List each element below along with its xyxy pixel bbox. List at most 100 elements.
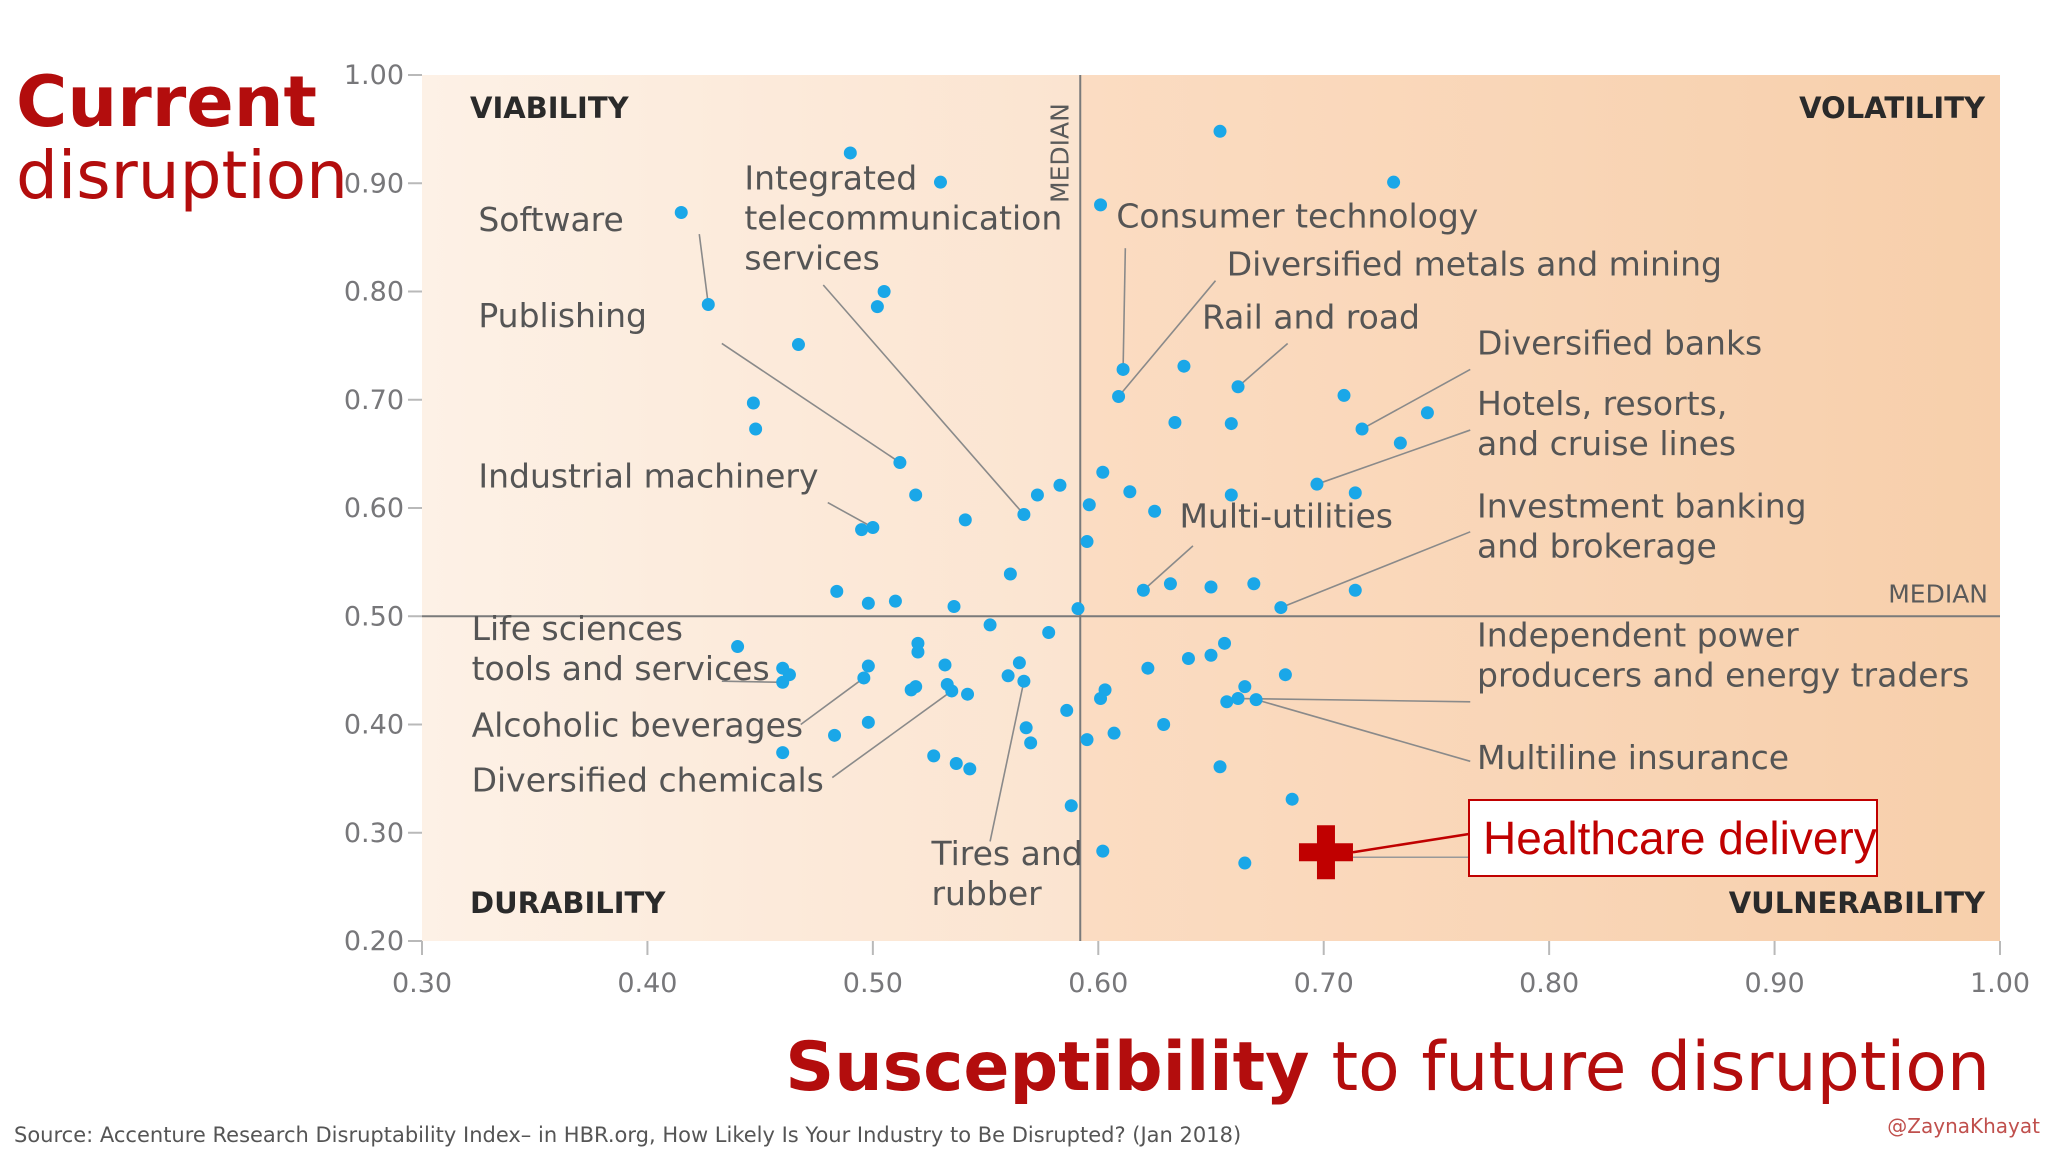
highlight-label-box [1468,799,1878,877]
data-point [1112,390,1126,404]
industry-label-line: Multi-utilities [1179,496,1393,535]
industry-label: Diversified chemicals [472,761,824,800]
data-point [1181,651,1195,665]
industry-label-line: Independent power [1477,616,1799,655]
industry-label: Multiline insurance [1477,738,1789,777]
x-tick-label: 1.00 [1970,968,2030,999]
data-point [927,749,941,763]
data-point [1238,856,1252,870]
data-point [1310,477,1324,491]
data-point [1285,792,1299,806]
industry-label: Tires and rubber [930,834,1082,913]
data-point [1012,656,1026,670]
data-point [1420,406,1434,420]
data-point [1213,124,1227,138]
data-point [1096,844,1110,858]
x-tick-label: 0.80 [1519,968,1579,999]
data-point [1213,760,1227,774]
x-tick-label: 0.30 [392,968,452,999]
data-point [1348,583,1362,597]
data-point [749,422,763,436]
x-tick-label: 0.90 [1745,968,1805,999]
quadrant-label-durability: DURABILITY [470,886,666,920]
data-point [1348,486,1362,500]
data-point [949,756,963,770]
leader-line [1117,280,1217,398]
industry-label-line: and brokerage [1477,527,1717,566]
industry-label: Investment banking and brokerage [1477,487,1807,566]
data-point [1030,488,1044,502]
data-point [1337,388,1351,402]
data-point [1204,580,1218,594]
y-tick-label: 0.40 [344,710,404,741]
data-point [909,488,923,502]
x-tick-label: 0.40 [617,968,677,999]
x-axis-title-rest: to future disruption [1331,1028,1990,1107]
data-point [1220,695,1234,709]
author-credit: @ZaynaKhayat [1887,1114,2040,1138]
industry-label-line: Diversified metals and mining [1227,244,1722,283]
leader-line [822,284,1025,516]
industry-label: Integrated telecommunication services [744,159,1062,278]
industry-label: Alcoholic beverages [472,705,803,744]
data-point [843,146,857,160]
data-point [911,645,925,659]
data-point [938,658,952,672]
x-tick-label: 0.50 [843,968,903,999]
industry-label: Diversified banks [1477,323,1762,362]
data-point [1019,721,1033,735]
x-axis-title: Susceptibility to future disruption [785,1028,1990,1107]
data-point [1157,718,1171,731]
data-point [963,762,977,776]
data-point [877,285,891,298]
data-point [861,659,875,673]
x-tick-label: 0.70 [1294,968,1354,999]
industry-label-line: Life sciences [472,609,683,648]
industry-label-line: rubber [931,874,1042,913]
data-point [1231,380,1245,394]
data-point [746,396,760,410]
x-axis-title-bold: Susceptibility [785,1028,1309,1107]
data-point [1141,661,1155,675]
data-point [1231,692,1245,706]
data-point [1274,601,1288,615]
data-point [828,728,842,742]
label-leader-lines [698,234,1471,842]
data-point [1163,577,1177,591]
leader-line [1237,342,1289,388]
leader-line [721,680,783,684]
leader-line [1122,248,1127,370]
data-point [1094,198,1108,212]
leader-line [800,677,865,726]
data-point [1123,485,1137,499]
industry-label-line: Diversified chemicals [472,761,824,800]
data-point [776,661,790,675]
data-point [888,594,902,608]
data-point [861,596,875,610]
industry-label: Consumer technology [1116,197,1478,236]
data-point [1168,415,1182,429]
industry-label-line: Integrated [744,159,917,198]
leader-line [989,681,1025,842]
data-point [1148,504,1162,518]
data-point [961,687,975,701]
data-point [830,584,844,598]
data-point [1249,693,1263,707]
data-point [947,600,961,614]
data-point [870,300,884,314]
y-tick-label: 0.20 [344,926,404,957]
industry-label-line: Tires and [930,834,1082,873]
data-point [1278,668,1292,682]
industry-label-line: and cruise lines [1477,424,1736,463]
chart-title-2-rest: disruption [16,137,348,214]
industry-label-line: tools and services [472,649,770,688]
industry-label: Publishing [478,296,647,335]
data-points [674,124,1434,870]
highlight-label-text: Healthcare delivery [1483,812,1877,864]
data-point [1024,736,1038,750]
data-point [1177,359,1191,373]
y-tick-label: 1.00 [344,60,404,91]
industry-label-line: Publishing [478,296,647,335]
data-point [776,746,790,760]
data-point [1082,498,1096,512]
